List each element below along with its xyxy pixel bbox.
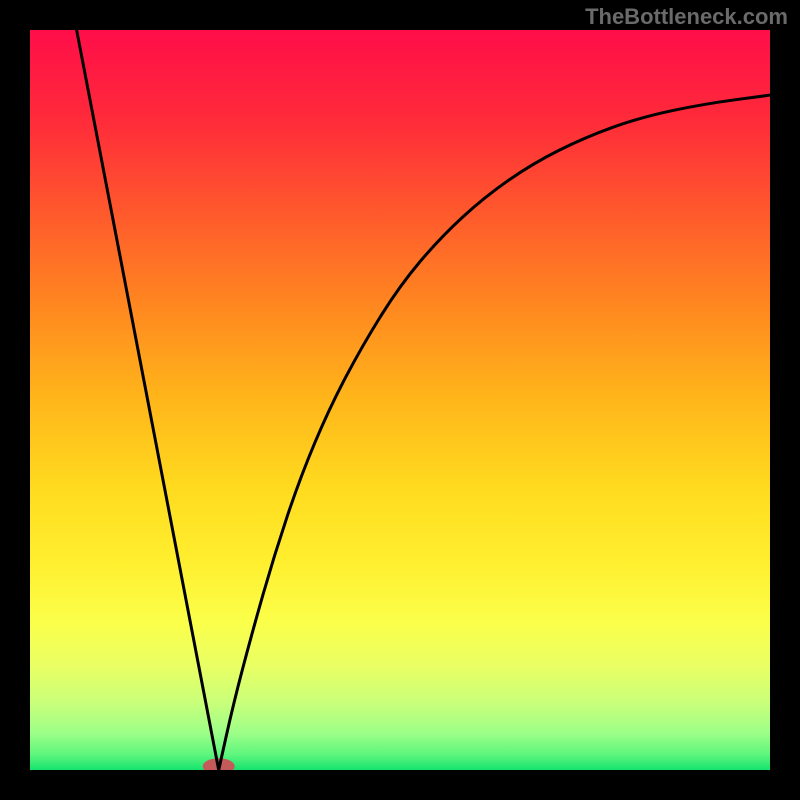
chart-frame: TheBottleneck.com xyxy=(0,0,800,800)
bottleneck-plot xyxy=(30,30,770,770)
watermark-text: TheBottleneck.com xyxy=(585,4,788,30)
plot-background xyxy=(30,30,770,770)
